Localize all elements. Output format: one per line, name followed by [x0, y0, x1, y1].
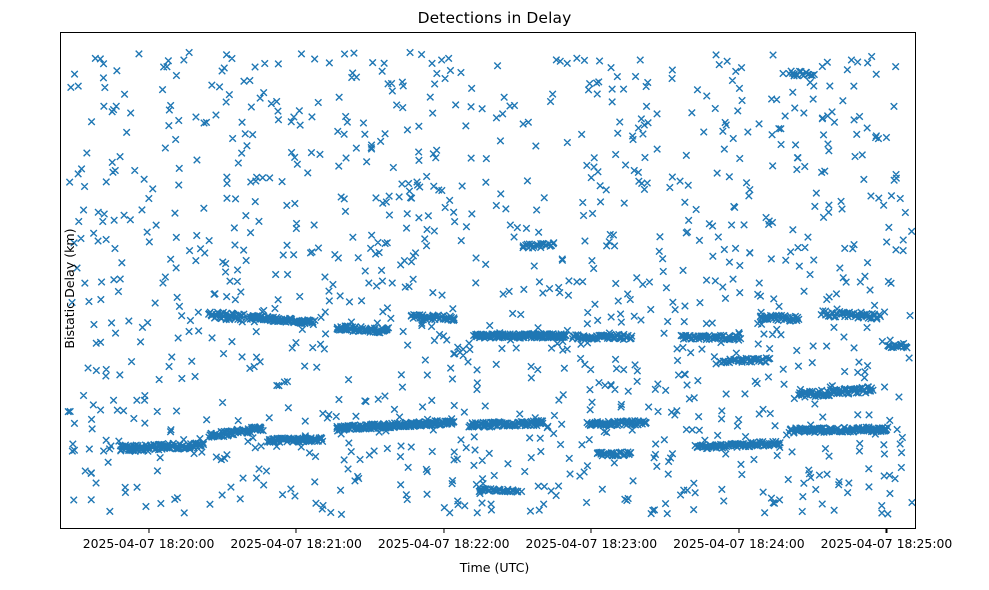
scatter-markers — [64, 48, 915, 519]
x-tick-label: 2025-04-07 18:25:00 — [820, 536, 953, 551]
plot-area — [60, 32, 916, 529]
x-tick-label: 2025-04-07 18:20:00 — [82, 536, 215, 551]
scatter-points-layer — [61, 33, 915, 528]
x-tick-label: 2025-04-07 18:23:00 — [525, 536, 658, 551]
x-tick-mark — [590, 529, 592, 533]
x-tick-mark — [885, 529, 887, 533]
x-tick-label: 2025-04-07 18:24:00 — [673, 536, 805, 551]
axes-decorations: Bistatic Delay (km) 0102030405060 2025-0… — [60, 32, 952, 551]
y-axis-label: Bistatic Delay (km) — [62, 228, 77, 349]
x-tick-label: 2025-04-07 18:21:00 — [230, 536, 362, 551]
page-title: Detections in Delay — [417, 9, 572, 27]
x-tick-mark — [443, 529, 445, 533]
x-tick-mark — [295, 529, 297, 533]
x-tick-label: 2025-04-07 18:22:00 — [377, 536, 510, 551]
x-axis-label: Time (UTC) — [459, 560, 530, 575]
x-tick-mark — [148, 529, 150, 533]
x-tick-mark — [738, 529, 740, 533]
